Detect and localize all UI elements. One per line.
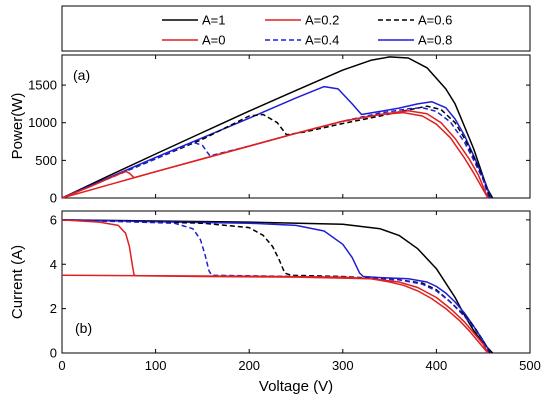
panel-b-xtick-label: 100 [145,358,167,373]
panel-b-ytick-label: 4 [50,257,57,272]
panel-b-series-a-0-8 [61,219,492,354]
panel-b-series-a-0 [61,274,489,354]
legend-label-a-0-2: A=0.2 [305,13,339,28]
legend-label-a-0-8: A=0.8 [418,33,452,48]
panel-a-ytick-label: 1000 [28,115,57,130]
panel-b-ylabel: Current (A) [9,245,26,319]
panel-a-ytick-label: 1500 [28,78,57,93]
panel-a-frame [61,54,531,199]
panel-a-series-a-0-6 [61,105,491,199]
panel-b-series-a-0-6 [61,219,491,354]
x-axis-label: Voltage (V) [259,378,333,395]
panel-a-ytick-label: 500 [35,153,57,168]
panel-b-xtick-label: 0 [58,358,65,373]
panel-a-ylabel: Power(W) [9,93,26,160]
panel-a-series-a-0 [61,111,489,199]
panel-b-series-a-1 [61,219,494,354]
panel-b-ytick-label: 6 [50,212,57,227]
panel-b-tag: (b) [75,320,92,336]
legend-label-a-1: A=1 [202,13,226,28]
panel-b-series-a-0-2 [61,219,489,354]
panel-b-ytick-label: 0 [50,346,57,361]
legend-label-a-0: A=0 [202,33,226,48]
panel-b-xtick-label: 500 [519,358,541,373]
panel-b-frame [61,210,531,354]
panel-b-xtick-label: 300 [332,358,354,373]
legend-label-a-0-6: A=0.6 [418,13,452,28]
panel-b-ytick-label: 2 [50,301,57,316]
panel-b-xtick-label: 200 [238,358,260,373]
panel-b: 0 100 200 300 400 500 0 2 4 6 (b) Current (A) Vol… [9,210,541,395]
legend-frame [61,5,531,52]
panel-a-series-a-0-8 [61,85,492,199]
legend: A=1 A=0.2 A=0.6 A=0 A=0.4 A=0.8 [61,5,531,52]
panel-a: 0 500 1000 1500 (a) Power(W) [9,54,531,206]
panel-a-series-a-1 [61,56,494,199]
panel-a-ytick-label: 0 [50,191,57,206]
panel-b-xtick-label: 400 [426,358,448,373]
panel-b-series-a-0-4 [61,219,490,354]
legend-label-a-0-4: A=0.4 [305,33,339,48]
panel-a-tag: (a) [73,67,90,83]
panel-a-series-a-0-2 [61,109,489,199]
